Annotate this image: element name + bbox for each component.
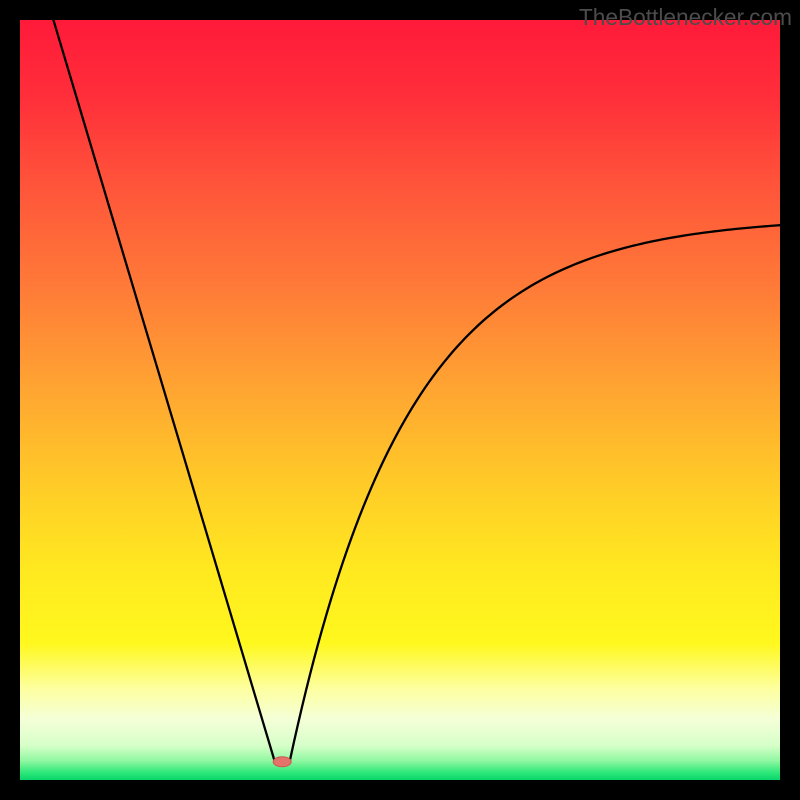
chart-frame: TheBottlenecker.com: [0, 0, 800, 800]
bottleneck-curve: [53, 20, 780, 761]
minimum-marker: [273, 757, 291, 767]
watermark-text: TheBottlenecker.com: [579, 4, 792, 31]
curve-layer: [20, 20, 780, 780]
plot-area: [20, 20, 780, 780]
